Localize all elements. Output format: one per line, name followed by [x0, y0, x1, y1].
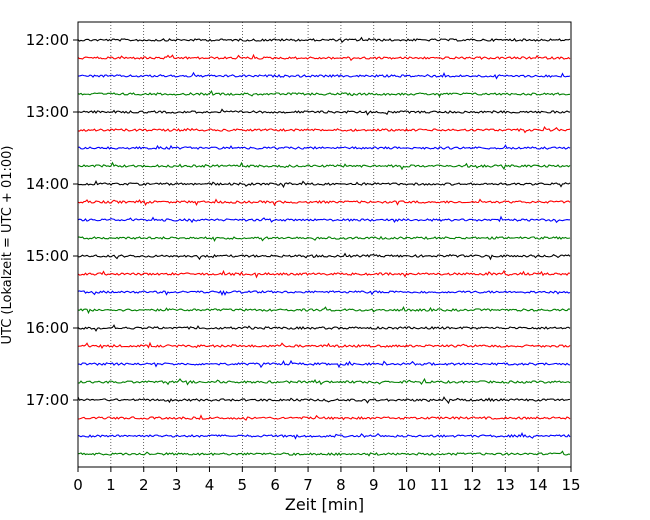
y-tick-label: 14:00	[26, 175, 69, 193]
x-tick-label: 12	[463, 476, 482, 494]
trace-1200	[77, 36, 571, 44]
trace-1400	[77, 179, 571, 189]
trace-1600	[77, 324, 571, 332]
y-tick-label: 16:00	[26, 319, 69, 337]
trace-1315	[77, 125, 571, 134]
trace-1745	[77, 450, 571, 457]
trace-1345	[77, 161, 571, 171]
x-tick-label: 10	[397, 476, 416, 494]
seismogram-traces	[77, 36, 571, 457]
plot-frame	[77, 21, 572, 468]
x-tick-label: 0	[73, 476, 83, 494]
x-gridlines	[110, 22, 539, 467]
x-tick-label: 14	[529, 476, 548, 494]
x-tick-label: 5	[238, 476, 248, 494]
y-axis-label: UTC (Lokalzeit = UTC + 01:00)	[0, 146, 15, 345]
trace-1630	[77, 359, 571, 369]
trace-1330	[77, 144, 571, 150]
x-tick-label: 15	[561, 476, 580, 494]
trace-1430	[77, 215, 571, 224]
trace-1215	[77, 53, 571, 62]
trace-1300	[77, 108, 571, 116]
x-tick-label: 9	[369, 476, 379, 494]
trace-1245	[77, 90, 571, 98]
x-axis-label: Zeit [min]	[285, 495, 364, 514]
x-tick-label: 1	[106, 476, 116, 494]
trace-1545	[77, 305, 571, 315]
y-axis-ticks: 12:00 13:00 14:00 15:00 16:00 17:00	[26, 31, 78, 409]
x-tick-label: 3	[172, 476, 182, 494]
y-tick-label: 13:00	[26, 103, 69, 121]
x-tick-label: 13	[496, 476, 515, 494]
y-tick-label: 15:00	[26, 247, 69, 265]
x-tick-label: 4	[205, 476, 215, 494]
trace-1415	[77, 198, 571, 207]
trace-1445	[77, 235, 571, 243]
trace-1515	[77, 269, 571, 279]
trace-1645	[77, 377, 571, 386]
y-tick-label: 17:00	[26, 391, 69, 409]
trace-1230	[77, 71, 571, 80]
trace-1715	[77, 414, 571, 421]
x-axis-ticks: 0 1 2 3 4 5 6 7 8 9 10 11 12 13 14 15	[73, 467, 581, 494]
trace-1730	[77, 431, 571, 440]
x-tick-label: 8	[336, 476, 346, 494]
trace-1530	[77, 289, 571, 297]
x-tick-label: 11	[430, 476, 449, 494]
x-tick-label: 2	[139, 476, 149, 494]
trace-1500	[77, 252, 571, 261]
y-tick-label: 12:00	[26, 31, 69, 49]
x-tick-label: 6	[270, 476, 280, 494]
trace-1700	[77, 396, 571, 405]
x-tick-label: 7	[303, 476, 313, 494]
trace-1615	[77, 341, 571, 350]
